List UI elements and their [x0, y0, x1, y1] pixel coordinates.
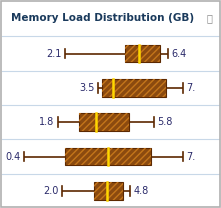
Bar: [102, 79, 166, 97]
Bar: [102, 79, 166, 97]
Text: 5.8: 5.8: [157, 117, 173, 127]
Text: 6.4: 6.4: [172, 48, 187, 59]
Bar: [94, 182, 122, 200]
Text: ⓘ: ⓘ: [207, 13, 213, 23]
Text: 2.1: 2.1: [46, 48, 61, 59]
Bar: [65, 148, 151, 165]
Text: 4.8: 4.8: [133, 186, 149, 196]
Bar: [65, 148, 151, 165]
Text: 0.4: 0.4: [5, 151, 20, 162]
Text: 3.5: 3.5: [80, 83, 95, 93]
Text: 7.: 7.: [186, 83, 196, 93]
Bar: [125, 45, 160, 62]
Bar: [79, 113, 129, 131]
Bar: [94, 182, 122, 200]
Text: Memory Load Distribution (GB): Memory Load Distribution (GB): [11, 13, 194, 23]
Text: 2.0: 2.0: [43, 186, 59, 196]
Bar: [125, 45, 160, 62]
Text: 7.: 7.: [186, 151, 196, 162]
Bar: [79, 113, 129, 131]
Text: 1.8: 1.8: [39, 117, 54, 127]
